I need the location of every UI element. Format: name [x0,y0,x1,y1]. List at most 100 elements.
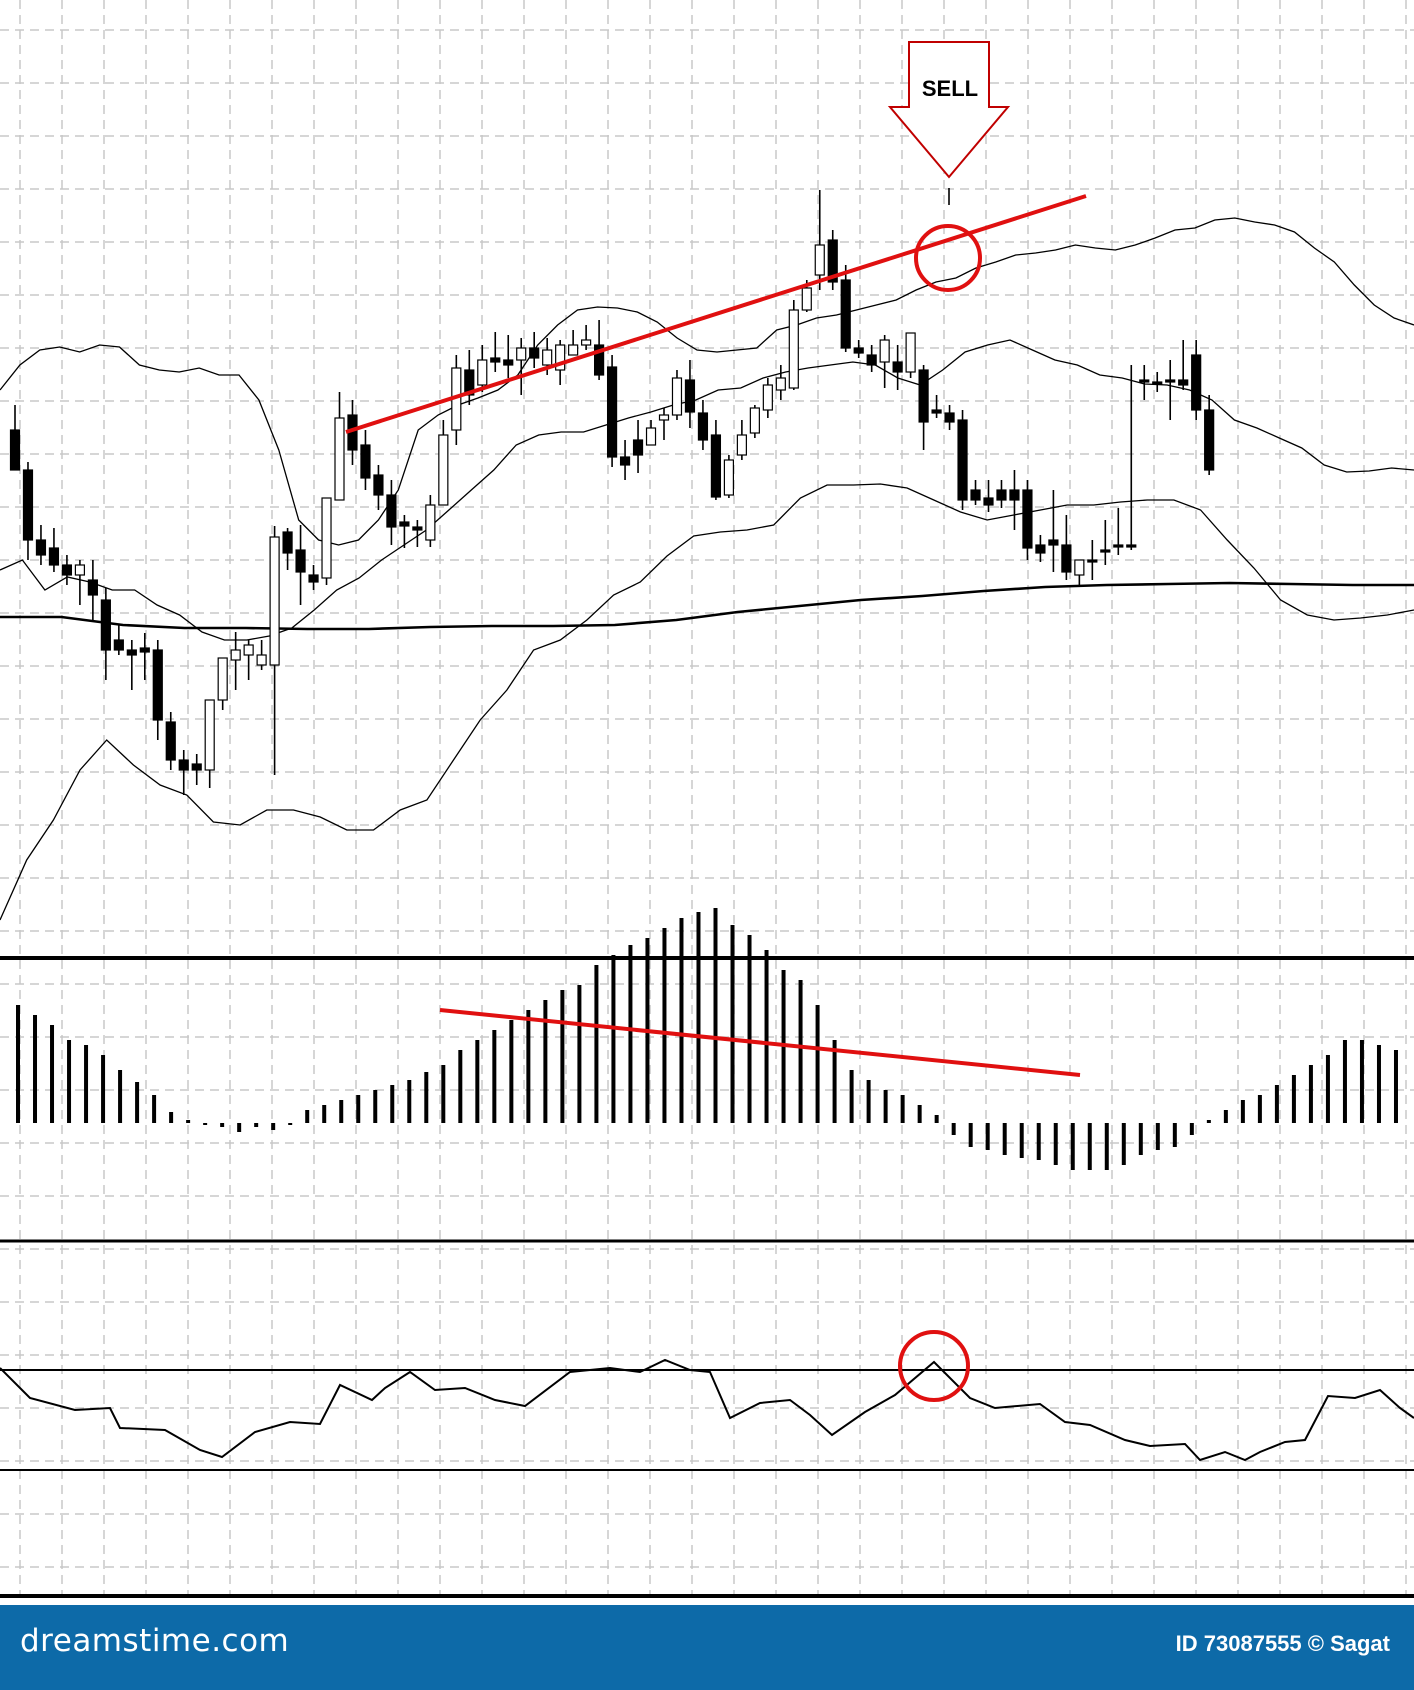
candle-body [1178,379,1189,386]
candle-body [464,369,475,396]
histogram-trendline [439,1008,1081,1077]
candle-body [645,427,657,446]
candle-body [970,489,981,501]
candle-body [788,309,799,389]
candle-body [256,654,267,666]
candle-body [606,366,618,458]
candle-body [191,763,202,771]
candle-body [425,504,436,541]
bollinger-bands [0,217,1414,921]
candle-body [619,456,631,466]
sell-arrow-icon [887,41,1011,179]
candle-body [568,344,579,356]
candle-body [762,384,773,411]
candle-body [542,349,553,366]
candle-body [944,412,955,423]
candle-body [671,377,683,416]
candle-body [321,497,332,579]
price-trendline [345,188,1087,434]
candle-body [139,647,150,653]
candle-body [386,494,397,528]
candle-body [1074,559,1085,576]
candle-body [697,412,709,441]
candle-body [801,287,812,311]
candle-body [243,644,254,656]
moving-average-line [0,581,1414,631]
candle-body [866,354,877,366]
candle-body [152,649,163,721]
candle-body [983,497,994,506]
sell-highlight-circle [914,224,982,292]
footer-brand: dreamstime.com [20,1623,290,1659]
candle-body [412,526,423,531]
candle-body [892,361,903,373]
candle-body [490,357,501,363]
candle-body [957,419,968,501]
bollinger-middle-band [0,339,1414,641]
price-panel: SELL [0,41,1414,921]
candle-body [529,347,540,359]
footer-bar: dreamstime.com ID 73087555 © Sagat [0,1605,1414,1690]
candle-body [840,279,851,349]
candle-body [1087,559,1098,563]
bollinger-lower-band [0,483,1414,921]
candle-body [178,759,189,771]
candle-body [35,539,47,556]
candle-body [1035,544,1046,554]
candle-body [814,244,825,276]
candle-body [1139,379,1150,383]
candle-body [204,699,215,771]
candle-body [1165,379,1176,383]
candle-body [113,639,124,651]
candle-body [126,649,137,656]
candle-body [555,344,566,371]
candle-body [918,369,929,423]
candle-body [282,531,293,554]
candle-body [749,407,760,434]
candle-body [1191,354,1202,411]
candle-body [100,599,111,651]
candle-body [931,409,942,414]
candle-body [360,444,371,479]
oscillator-highlight-circle [898,1330,970,1402]
candle-body [1126,544,1137,548]
candle-body [373,474,384,496]
grid-lines [0,0,1414,1596]
oscillator-panel [0,1330,1414,1471]
candle-body [269,536,280,666]
candle-body [996,489,1007,501]
candle-body [48,547,60,566]
candle-body [1204,409,1215,471]
histogram-panel [16,908,1398,1170]
candle-body [1022,489,1033,549]
candle-body [477,359,488,386]
histogram-bars [16,908,1398,1170]
candle-body [217,657,228,701]
candle-body [230,649,241,661]
candle-body [295,549,306,573]
candle-body [827,239,838,283]
candle-body [905,332,916,373]
candle-body [736,434,747,456]
candlesticks [9,190,1215,795]
trading-chart: SELL [0,0,1414,1598]
candle-body [1113,544,1124,548]
oscillator-line [0,1358,1414,1462]
sell-label: SELL [922,76,978,101]
candle-body [723,459,735,496]
candle-body [658,414,670,421]
candle-body [165,721,176,761]
candle-body [308,574,319,583]
candle-body [22,469,34,541]
candle-body [684,379,696,413]
candle-body [632,439,644,456]
histogram-trendline [439,1008,1081,1077]
candle-body [1061,544,1072,573]
candle-body [9,429,21,471]
candle-body [853,347,864,354]
candle-body [1048,539,1059,546]
candle-body [1100,549,1111,553]
candle-body [399,521,410,527]
candle-body [1152,381,1163,385]
bollinger-upper-band [0,217,1414,546]
